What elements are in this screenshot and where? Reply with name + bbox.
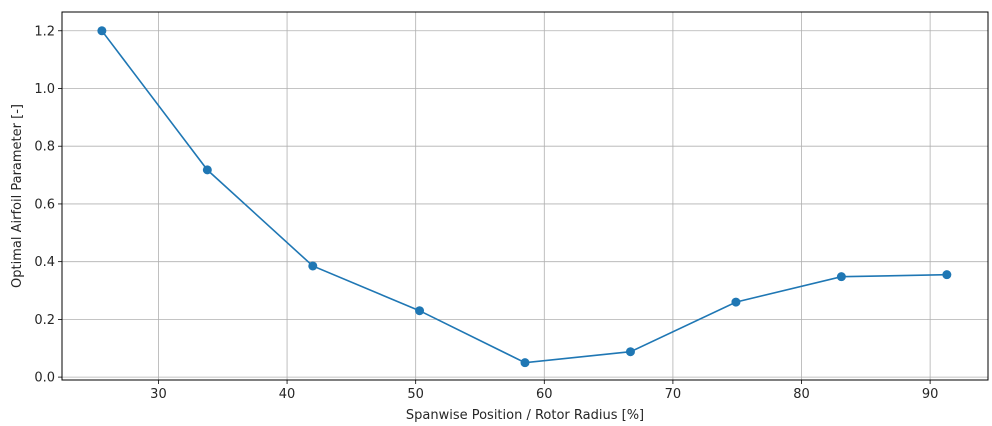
y-tick-label: 1.2 (34, 24, 55, 39)
x-axis-label: Spanwise Position / Rotor Radius [%] (406, 408, 644, 423)
data-point (942, 270, 952, 280)
data-point (97, 26, 107, 36)
y-axis-label: Optimal Airfoil Parameter [-] (10, 104, 25, 288)
series-line (101, 30, 947, 364)
x-tick-label: 40 (279, 387, 296, 402)
data-point (625, 347, 635, 357)
x-tick-label: 50 (407, 387, 424, 402)
data-point (836, 272, 846, 282)
ticks: 30 40 50 60 70 80 90 0.0 0.2 0.4 0.6 0.8 1.0 1.2 (34, 24, 938, 402)
series-layer (97, 26, 952, 368)
y-tick-label: 0.8 (34, 140, 55, 155)
data-point (202, 165, 212, 175)
x-tick-label: 80 (793, 387, 810, 402)
data-point (415, 306, 425, 316)
grid (62, 12, 988, 380)
x-tick-label: 70 (665, 387, 682, 402)
y-tick-label: 1.0 (34, 82, 55, 97)
x-tick-label: 60 (536, 387, 553, 402)
x-tick-label: 30 (150, 387, 167, 402)
data-point (731, 297, 741, 307)
axes-frame (61, 11, 989, 381)
x-tick-label: 90 (922, 387, 939, 402)
data-point (520, 358, 530, 368)
data-point (308, 261, 318, 271)
y-tick-label: 0.2 (34, 313, 55, 328)
y-tick-label: 0.4 (34, 255, 55, 270)
y-tick-label: 0.6 (34, 197, 55, 212)
y-tick-label: 0.0 (34, 371, 55, 386)
